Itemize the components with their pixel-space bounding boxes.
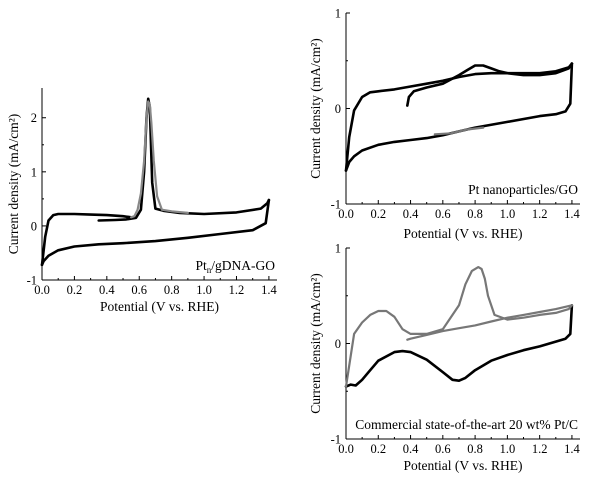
- x-tick-label: 0.8: [467, 207, 483, 221]
- x-tick-label: 1.2: [229, 283, 245, 297]
- x-tick-label: 0.2: [370, 207, 386, 221]
- y-axis-label: Current density (mA/cm²): [308, 273, 323, 414]
- series-line-4: [433, 126, 485, 136]
- x-tick-label: 0.4: [403, 207, 419, 221]
- series-line-4: [130, 100, 189, 219]
- y-axis-label: Current density (mA/cm²): [308, 38, 323, 179]
- x-tick-label: 1.0: [500, 207, 516, 221]
- x-tick-label: 0.0: [338, 442, 354, 456]
- x-tick-label: 0.8: [164, 283, 180, 297]
- x-tick-label: 0.6: [435, 442, 451, 456]
- x-tick-label: 1.0: [196, 283, 212, 297]
- x-tick-label: 0.8: [467, 442, 483, 456]
- panel-bottom-right-commercial-pt-c: 0.0 0.2 0.4 0.6 0.8 1.0 1.2 1.4 -1 0 1 Potential (V…: [308, 242, 580, 474]
- y-tick-label: 1: [31, 165, 37, 179]
- series-line-3: [40, 212, 133, 267]
- legend-main: Commercial state-of-the-art 20 wt% Pt/C: [355, 417, 578, 432]
- y-tick-label: 0: [335, 102, 341, 116]
- x-tick-label: 0.4: [403, 442, 419, 456]
- series-line-1: [97, 97, 271, 222]
- x-tick-label: 1.4: [261, 283, 277, 297]
- x-tick-label: 0.6: [131, 283, 147, 297]
- x-tick-label: 1.2: [532, 442, 548, 456]
- x-axis-label: Potential (V vs. RHE): [404, 226, 523, 241]
- legend-rest: /gDNA-GO: [211, 258, 275, 273]
- x-axis-label: Potential (V vs. RHE): [100, 299, 219, 314]
- x-tick-label: 1.4: [564, 442, 580, 456]
- x-tick-label: 0.2: [370, 442, 386, 456]
- y-tick-label: -1: [331, 433, 341, 447]
- series-line-3: [405, 62, 574, 107]
- panel-legend-label: Ptn/gDNA-GO: [195, 258, 275, 275]
- y-tick-label: 2: [31, 111, 37, 125]
- y-axis-label: Current density (mA/cm²): [6, 114, 21, 255]
- legend-main: Pt nanoparticles/GO: [468, 182, 578, 197]
- panel-top-right-pt-nanoparticles-go: 0.0 0.2 0.4 0.6 0.8 1.0 1.2 1.4 -1 0 1 Potential (V…: [308, 7, 580, 242]
- series-line-3: [406, 304, 574, 341]
- y-tick-label: -1: [331, 198, 341, 212]
- y-tick-label: 1: [335, 7, 341, 21]
- series-line-2: [344, 266, 574, 388]
- series-line-1: [344, 303, 574, 388]
- legend-subscript: n: [207, 265, 212, 275]
- x-axis-label: Potential (V vs. RHE): [404, 458, 523, 473]
- panel-legend-label: Pt nanoparticles/GO: [468, 182, 578, 197]
- y-tick-label: 1: [335, 242, 341, 256]
- legend-main: Pt: [195, 258, 207, 273]
- x-tick-label: 1.4: [564, 207, 580, 221]
- series-line-1: [344, 62, 574, 172]
- x-tick-label: 0.0: [338, 207, 354, 221]
- x-tick-label: 0.6: [435, 207, 451, 221]
- series-line-2: [40, 198, 271, 267]
- x-tick-label: 0.0: [34, 283, 50, 297]
- x-tick-label: 1.2: [532, 207, 548, 221]
- x-tick-label: 0.2: [67, 283, 83, 297]
- series-line-2: [344, 62, 574, 172]
- y-tick-label: 0: [31, 219, 37, 233]
- x-tick-label: 1.0: [500, 442, 516, 456]
- y-tick-label: -1: [27, 274, 37, 288]
- x-tick-label: 0.4: [99, 283, 115, 297]
- panel-left-pt-gdna-go: 0.0 0.2 0.4 0.6 0.8 1.0 1.2 1.4 -1 0 1 2 Potential (…: [6, 88, 277, 314]
- panel-legend-label: Commercial state-of-the-art 20 wt% Pt/C: [355, 417, 578, 432]
- y-tick-label: 0: [335, 337, 341, 351]
